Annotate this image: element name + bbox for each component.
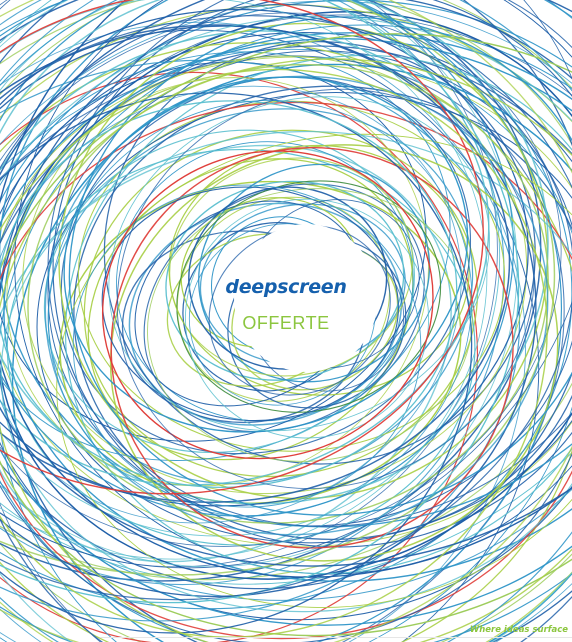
swirl-ring [0,85,462,524]
swirl-ring [169,157,414,377]
swirl-ring [73,85,572,541]
footer-divider [100,637,572,638]
center-clearing [234,224,378,372]
swirl-ring [44,75,549,536]
swirl-ring [3,32,572,582]
swirl-ring [109,144,559,562]
swirl-ring [0,0,518,568]
swirl-ring [108,96,490,432]
swirl-ring [208,225,391,396]
swirl-ring [0,0,556,576]
swirl-ring [165,180,405,381]
swirl-ring [101,150,434,460]
swirl-ring [116,141,414,422]
swirl-ring [36,92,572,544]
swirl-ring [0,0,520,604]
swirl-ring [0,59,521,622]
swirl-ring [0,130,572,613]
swirl-ring [0,58,572,642]
swirl-ring [72,184,422,508]
swirl-ring [0,0,488,560]
swirl-ring [198,163,431,383]
swirl-ring [184,198,430,439]
swirl-ring [83,129,479,478]
swirl-ring [0,0,484,495]
swirl-ring [0,0,572,567]
swirl-ring [56,133,572,608]
swirl-ring [0,0,572,581]
swirl-ring [60,76,472,455]
swirl-ring [110,146,514,549]
page-title: OFFERTE [242,313,330,333]
swirl-ring [6,149,476,546]
swirl-ring [116,88,535,490]
swirl-ring [77,100,506,452]
swirl-ring [0,45,572,642]
swirl-ring [22,55,528,495]
swirl-ring [0,0,572,528]
swirl-ring [0,24,511,503]
tagline: Where ideas surface [469,625,568,635]
brand-logo: deepscreen [225,276,347,298]
swirl-ring [14,0,572,575]
